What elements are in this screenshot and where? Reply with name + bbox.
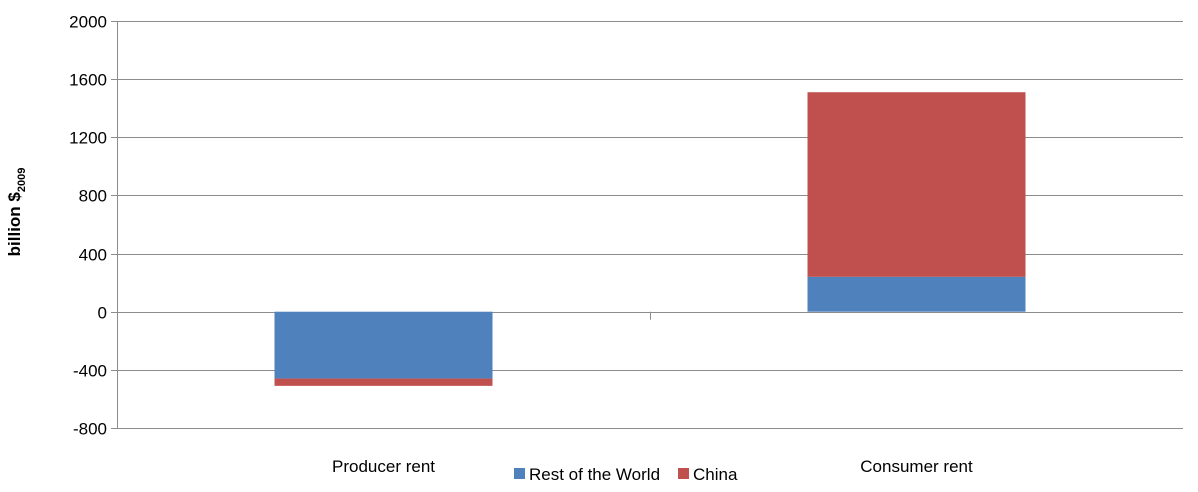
bar-rest-of-world-0 xyxy=(274,311,493,379)
category-label: Producer rent xyxy=(332,457,435,476)
y-tick-label: 2000 xyxy=(69,13,107,32)
legend-swatch-rest-of-world xyxy=(514,468,525,479)
legend: Rest of the World China xyxy=(514,465,738,484)
bar-china-1 xyxy=(807,92,1026,277)
axes xyxy=(111,21,651,429)
legend-label-rest-of-world: Rest of the World xyxy=(529,465,660,484)
category-label: Consumer rent xyxy=(860,457,973,476)
y-axis-label: billion $2009 xyxy=(5,168,28,257)
y-tick-label: 400 xyxy=(79,246,107,265)
legend-swatch-china xyxy=(678,468,690,479)
legend-label-china: China xyxy=(693,465,738,484)
y-tick-label: 0 xyxy=(98,304,107,323)
y-axis-label-subscript: 2009 xyxy=(16,168,28,192)
y-tick-label: -800 xyxy=(73,420,107,439)
y-tick-label: 800 xyxy=(79,187,107,206)
y-tick-label: 1600 xyxy=(69,71,107,90)
y-tick-labels: 2000 1600 1200 800 400 0 -400 -800 xyxy=(69,13,107,439)
category-labels: Producer rent Consumer rent xyxy=(332,457,973,476)
y-tick-label: 1200 xyxy=(69,129,107,148)
y-tick-label: -400 xyxy=(73,362,107,381)
bar-rest-of-world-1 xyxy=(807,276,1026,312)
bars xyxy=(274,92,1026,386)
bar-china-0 xyxy=(274,378,493,386)
y-axis-label-main: billion $ xyxy=(5,192,24,257)
